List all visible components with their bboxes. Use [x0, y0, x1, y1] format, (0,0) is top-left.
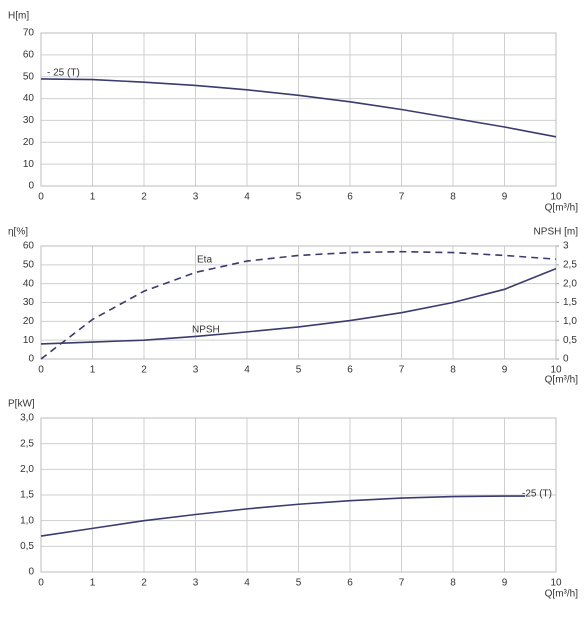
x-tick-label: 0 — [38, 365, 44, 376]
x-tick-label: 6 — [347, 365, 353, 376]
x-tick-label: 1 — [90, 365, 96, 376]
x-tick-label: 7 — [399, 365, 405, 376]
y-tick-label: 60 — [23, 241, 35, 252]
x-tick-label: 2 — [141, 192, 147, 203]
x-tick-label: 0 — [38, 578, 44, 589]
y-axis-label: H[m] — [8, 11, 29, 22]
x-tick-label: 5 — [296, 578, 302, 589]
y-tick-label: 1,0 — [20, 515, 34, 526]
x-tick-label: 4 — [244, 578, 250, 589]
curve — [40, 267, 557, 345]
x-tick-label: 2 — [141, 365, 147, 376]
y2-tick-label: 0 — [563, 354, 569, 365]
x-tick-label: 8 — [450, 365, 456, 376]
x-tick-label: 6 — [347, 578, 353, 589]
x-tick-label: 5 — [296, 192, 302, 203]
x-tick-label: 4 — [244, 192, 250, 203]
x-tick-label: 8 — [450, 578, 456, 589]
x-tick-label: 8 — [450, 192, 456, 203]
x-tick-label: 0 — [38, 192, 44, 203]
plot-frame — [40, 245, 557, 360]
x-axis-label: Q[m³/h] — [545, 589, 579, 600]
x-axis-label: Q[m³/h] — [545, 203, 579, 214]
x-tick-label: 3 — [193, 578, 199, 589]
y-tick-label: 60 — [23, 49, 35, 60]
y-tick-label: 0 — [28, 354, 34, 365]
x-tick-label: 1 — [90, 192, 96, 203]
y-tick-label: 40 — [23, 93, 35, 104]
y2-tick-label: 2,5 — [563, 259, 577, 270]
y-tick-label: 2,0 — [20, 464, 34, 475]
series-label: NPSH — [192, 325, 220, 336]
curve — [40, 78, 557, 138]
x-tick-label: 9 — [502, 365, 508, 376]
x-tick-label: 7 — [399, 578, 405, 589]
x-tick-label: 10 — [550, 192, 562, 203]
y-tick-label: 0 — [28, 567, 34, 578]
x-tick-label: 5 — [296, 365, 302, 376]
plot-frame — [40, 32, 557, 187]
x-tick-label: 7 — [399, 192, 405, 203]
x-tick-label: 1 — [90, 578, 96, 589]
y-tick-label: 3,0 — [20, 413, 34, 424]
y2-tick-label: 2,0 — [563, 278, 577, 289]
x-tick-label: 9 — [502, 192, 508, 203]
y-tick-label: 50 — [23, 71, 35, 82]
y-tick-label: 40 — [23, 278, 35, 289]
y-tick-label: 30 — [23, 115, 35, 126]
x-tick-label: 3 — [193, 365, 199, 376]
series-label: - 25 (T) — [47, 68, 80, 79]
y-tick-label: 10 — [23, 335, 35, 346]
y2-tick-label: 3 — [563, 241, 569, 252]
y-tick-label: 0,5 — [20, 541, 34, 552]
y2-axis-label: NPSH [m] — [534, 227, 579, 238]
y-tick-label: 30 — [23, 297, 35, 308]
curve — [40, 495, 526, 537]
y2-tick-label: 1,5 — [563, 297, 577, 308]
x-tick-label: 6 — [347, 192, 353, 203]
x-tick-label: 10 — [550, 365, 562, 376]
y-tick-label: 20 — [23, 316, 35, 327]
y-tick-label: 1,5 — [20, 490, 34, 501]
y-tick-label: 70 — [23, 28, 35, 39]
y-tick-label: 2,5 — [20, 438, 34, 449]
series-label: -25 (T) — [522, 489, 552, 500]
x-tick-label: 3 — [193, 192, 199, 203]
y-tick-label: 20 — [23, 137, 35, 148]
x-axis-label: Q[m³/h] — [545, 375, 579, 386]
y-tick-label: 10 — [23, 159, 35, 170]
y-axis-label: P[kW] — [8, 399, 35, 410]
x-tick-label: 2 — [141, 578, 147, 589]
x-tick-label: 9 — [502, 578, 508, 589]
x-tick-label: 4 — [244, 365, 250, 376]
y-tick-label: 0 — [28, 181, 34, 192]
x-tick-label: 10 — [550, 578, 562, 589]
y2-tick-label: 1,0 — [563, 316, 577, 327]
plot-frame — [40, 417, 557, 573]
y-axis-label: η[%] — [8, 227, 28, 238]
series-label: Eta — [197, 255, 212, 266]
y-tick-label: 50 — [23, 259, 35, 270]
y2-tick-label: 0,5 — [563, 335, 577, 346]
